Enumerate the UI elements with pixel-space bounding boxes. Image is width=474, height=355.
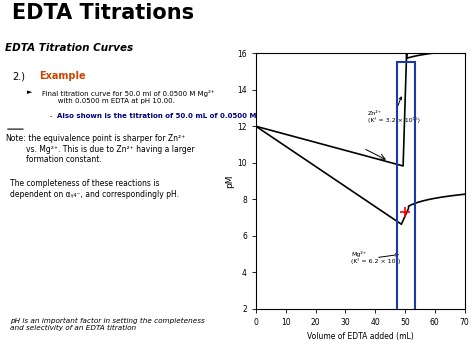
Text: EDTA Titration Curves: EDTA Titration Curves	[5, 43, 133, 53]
Text: Mg²⁺
(Kᶠ = 6.2 × 10⁸): Mg²⁺ (Kᶠ = 6.2 × 10⁸)	[351, 251, 401, 264]
Bar	[398, 62, 415, 312]
Text: The completeness of these reactions is
dependent on αᵧ₄⁻, and correspondingly pH: The completeness of these reactions is d…	[10, 179, 179, 198]
Text: Example: Example	[39, 71, 86, 81]
Text: pH is an important factor in setting the completeness
and selectivity of an EDTA: pH is an important factor in setting the…	[10, 318, 205, 331]
Text: Also shown is the titration of 50.0 mL of 0.0500 M Zn²⁺: Also shown is the titration of 50.0 mL o…	[57, 113, 276, 119]
Text: 2.): 2.)	[12, 71, 25, 81]
Y-axis label: pM: pM	[226, 174, 235, 188]
Text: ►: ►	[27, 89, 33, 95]
Text: -: -	[49, 113, 52, 119]
Text: EDTA Titrations: EDTA Titrations	[12, 3, 194, 23]
Text: the equivalence point is sharper for Zn²⁺
vs. Mg²⁺. This is due to Zn²⁺ having a: the equivalence point is sharper for Zn²…	[26, 134, 194, 164]
Text: Final titration curve for 50.0 ml of 0.0500 M Mg²⁺
       with 0.0500 m EDTA at : Final titration curve for 50.0 ml of 0.0…	[42, 89, 215, 104]
X-axis label: Volume of EDTA added (mL): Volume of EDTA added (mL)	[307, 332, 414, 342]
Text: Zn²⁺
(Kᶠ = 3.2 × 10¹⁶): Zn²⁺ (Kᶠ = 3.2 × 10¹⁶)	[368, 97, 419, 123]
Text: Note:: Note:	[5, 134, 26, 143]
